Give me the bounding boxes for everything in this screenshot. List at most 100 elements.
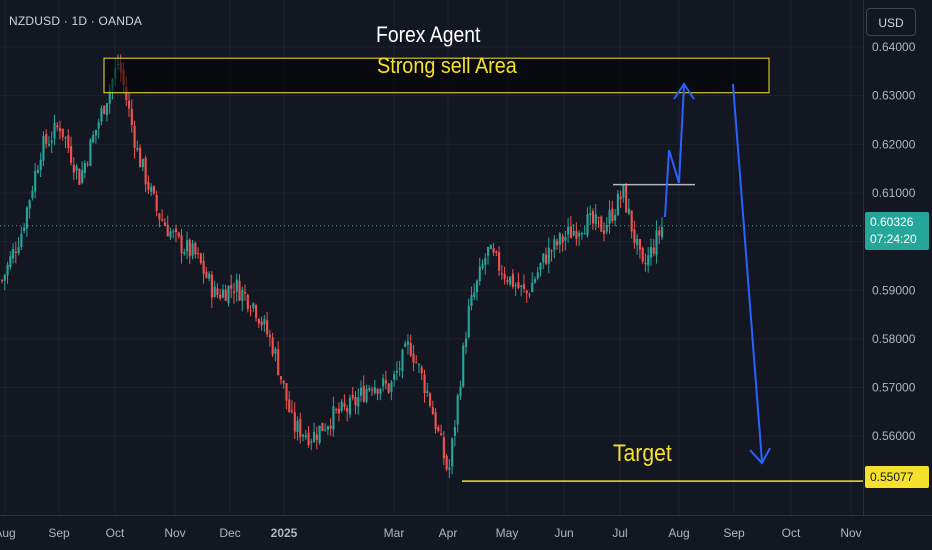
candle-body	[625, 184, 628, 213]
time-tick-label: Nov	[840, 526, 861, 540]
candle-body	[362, 385, 365, 402]
candle-body	[47, 144, 51, 146]
candle-body	[368, 387, 371, 391]
candle-body	[475, 280, 479, 293]
candle-body	[547, 247, 550, 264]
price-tick-label: 0.59000	[872, 283, 916, 297]
candle-body	[348, 397, 352, 415]
candle-body	[379, 388, 382, 394]
candle-body	[354, 396, 357, 406]
candle-body	[86, 163, 89, 165]
candle-body	[1, 280, 4, 282]
candle-body	[417, 364, 421, 366]
candle-body	[152, 186, 155, 194]
candle-body	[605, 225, 608, 232]
candle-body	[92, 135, 95, 143]
price-tick-label: 0.56000	[872, 429, 916, 443]
time-tick-label: Mar	[384, 526, 405, 540]
candle-body	[531, 282, 534, 293]
candle-body	[373, 387, 376, 393]
time-tick-label: Aug	[0, 526, 16, 540]
time-tick-label: 2025	[271, 526, 298, 540]
candle-body	[313, 431, 316, 442]
candle-body	[638, 239, 642, 250]
price-tick-label: 0.58000	[872, 332, 916, 346]
candle-body	[72, 164, 75, 173]
candle-body	[649, 246, 653, 258]
candle-body	[520, 285, 523, 287]
candle-body	[528, 294, 531, 296]
candle-body	[75, 166, 78, 171]
candle-body	[503, 274, 506, 279]
candle-body	[31, 190, 34, 198]
candle-body	[56, 125, 59, 128]
currency-button[interactable]: USD	[866, 8, 916, 36]
candle-body	[188, 239, 191, 257]
time-axis[interactable]: Aug Sep Oct Nov Dec 2025 Mar Apr May Jun Jul Aug Sep…	[0, 526, 862, 540]
candle-body	[42, 135, 45, 161]
candle-body	[390, 381, 393, 392]
candle-body	[517, 282, 520, 288]
candle-body	[296, 420, 299, 433]
time-axis-divider	[0, 515, 932, 516]
candle-body	[572, 231, 575, 236]
candle-body	[511, 273, 514, 287]
candle-body	[103, 105, 106, 114]
candle-body	[357, 397, 360, 407]
candle-body	[78, 169, 81, 185]
candle-body	[58, 128, 62, 132]
candle-body	[277, 349, 280, 375]
candle-body	[285, 383, 288, 401]
candle-body	[431, 407, 434, 415]
candle-body	[282, 380, 285, 384]
candle-body	[25, 207, 28, 229]
candle-body	[3, 274, 6, 281]
up-projection-arrow	[664, 84, 685, 218]
candle-body	[340, 401, 343, 411]
sell-area-label: Strong sell Area	[377, 53, 517, 78]
candle-body	[332, 406, 335, 430]
candle-body	[9, 256, 12, 268]
candles	[1, 54, 664, 478]
candle-body	[141, 158, 144, 168]
candle-body	[219, 294, 222, 299]
target-price-tag: 0.55077	[865, 466, 929, 488]
candle-body	[442, 437, 445, 459]
candle-body	[260, 321, 263, 326]
candle-body	[23, 227, 26, 232]
candle-body	[252, 303, 255, 309]
candle-body	[89, 139, 92, 167]
candle-body	[545, 254, 548, 264]
candle-body	[36, 169, 39, 173]
candle-body	[97, 122, 100, 129]
candle-body	[271, 337, 274, 355]
candle-body	[600, 216, 603, 232]
candle-body	[525, 290, 528, 294]
time-tick-label: Sep	[48, 526, 70, 540]
candle-body	[597, 216, 600, 219]
candle-body	[412, 353, 415, 363]
candle-body	[473, 292, 476, 297]
candle-body	[299, 418, 302, 438]
candle-body	[244, 291, 247, 294]
candle-body	[235, 279, 238, 292]
candle-body	[139, 147, 142, 168]
candle-body	[130, 108, 133, 125]
candle-body	[644, 263, 647, 265]
price-tick-label: 0.63000	[872, 89, 916, 103]
candle-body	[636, 238, 639, 246]
candle-body	[216, 288, 219, 295]
candle-body	[163, 222, 167, 226]
down-projection-arrow	[732, 83, 763, 463]
candle-body	[448, 467, 451, 470]
candle-body	[561, 236, 564, 243]
candle-body	[614, 214, 617, 221]
candle-body	[622, 184, 625, 198]
candle-body	[580, 233, 584, 235]
time-tick-label: Dec	[219, 526, 240, 540]
candle-body	[230, 285, 233, 289]
candle-body	[133, 125, 136, 148]
symbol-label[interactable]: NZDUSD · 1D · OANDA	[9, 14, 143, 28]
candle-body	[238, 280, 241, 301]
